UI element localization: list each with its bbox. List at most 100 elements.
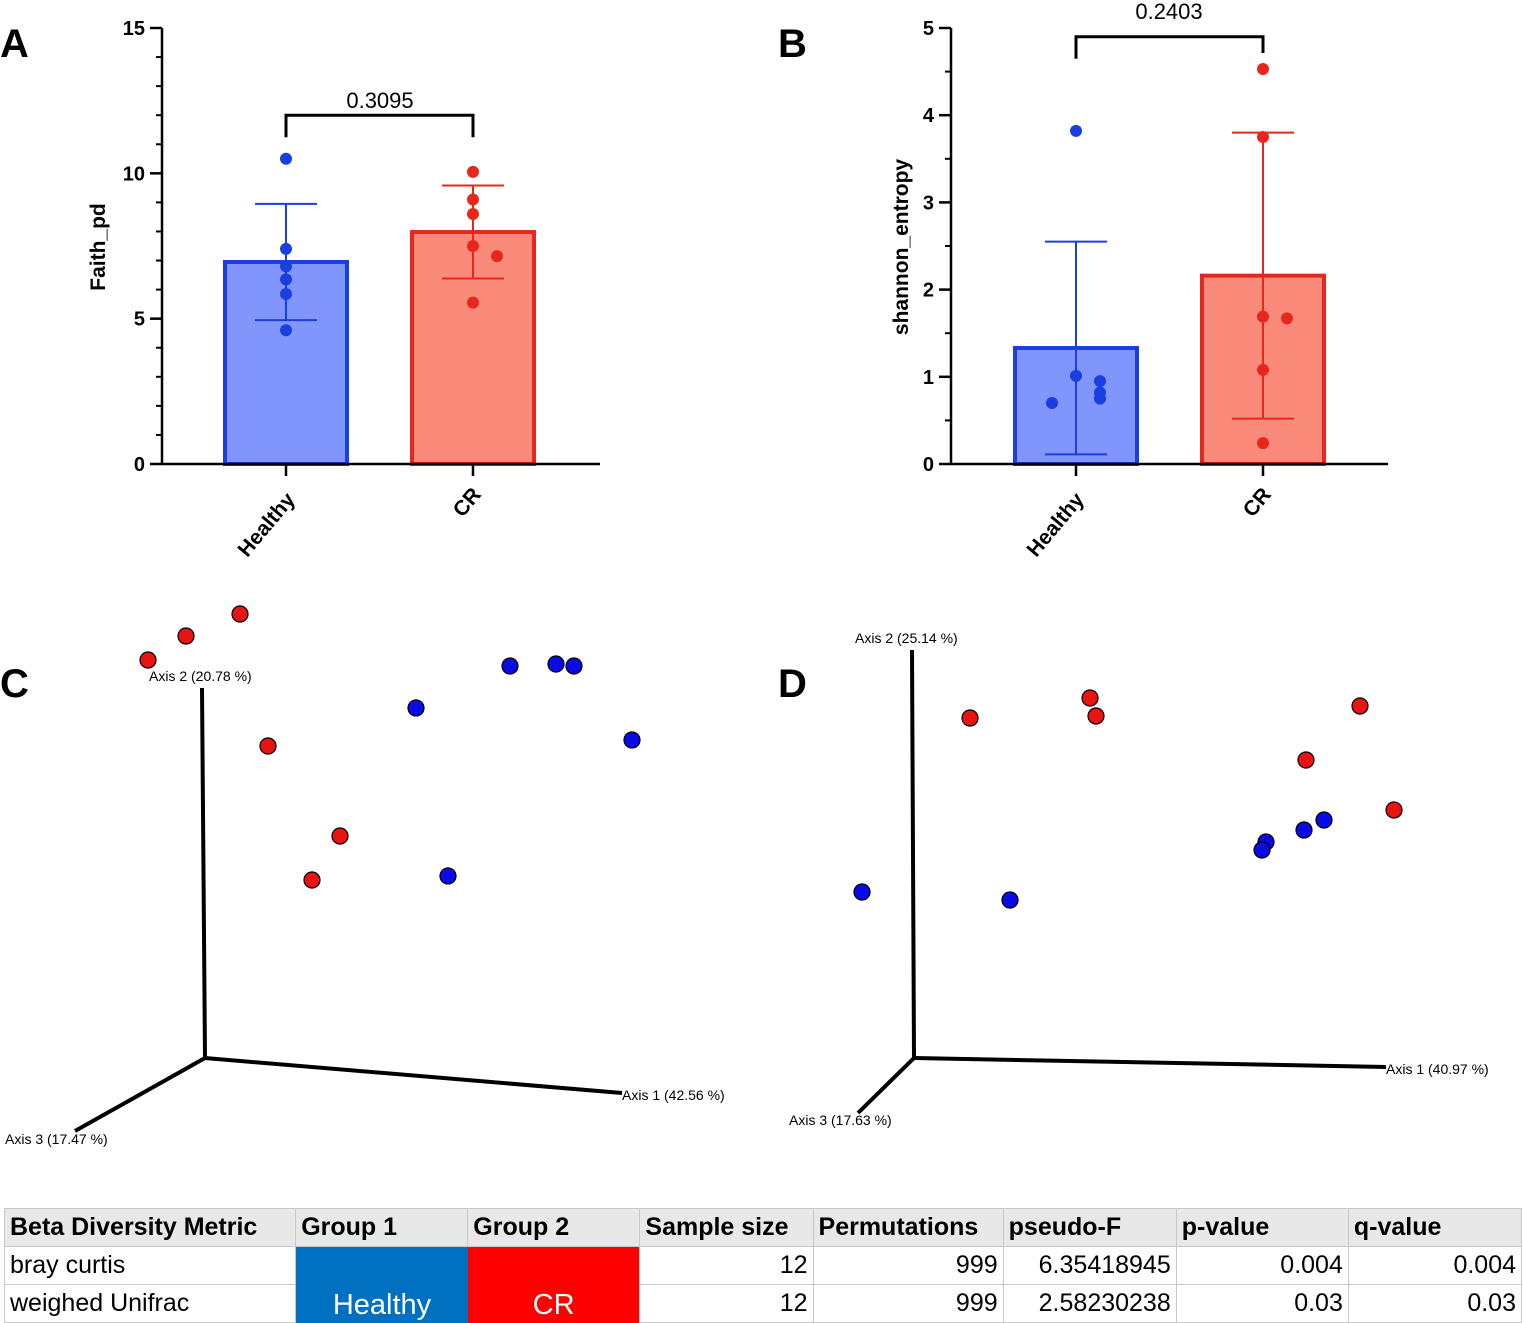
data-point-b-cr [1257,437,1269,450]
pcoa-point-d-healthy [1001,891,1019,909]
pcoa-c-axis-3-label: Axis 3 (17.47 %) [5,1131,108,1147]
pcoa-point-c-healthy [623,731,641,749]
y-tick-label-a: 5 [134,309,145,331]
pcoa-point-c-cr [303,871,321,889]
y-tick-label-a: 0 [134,454,145,476]
pcoa-d-axis-2-label: Axis 2 (25.14 %) [855,630,958,646]
y-axis-title-b: shannon_entropy [890,159,913,336]
cell-p-value: 0.03 [1175,1284,1349,1323]
cell-q-value: 0.03 [1347,1284,1523,1323]
y-axis-title-a: Faith_pd [87,203,110,291]
cell-metric: bray curtis [3,1246,297,1285]
data-point-a-cr [467,240,479,252]
pcoa-point-d-healthy [1253,841,1271,859]
pcoa-point-d-cr [1385,801,1403,819]
data-point-a-cr [467,208,479,221]
pcoa-d-axis-3-label: Axis 3 (17.63 %) [789,1112,892,1128]
data-point-b-cr [1257,62,1269,75]
data-point-a-healthy [280,260,292,273]
data-point-b-healthy [1094,392,1106,405]
panel-letter-d: D [778,662,807,706]
pcoa-d-axis-2-line [910,649,916,1059]
pcoa-point-c-cr [231,605,249,623]
header-q-value: q-value [1347,1208,1523,1247]
data-point-b-cr [1257,363,1269,376]
cell-sample-size: 12 [639,1246,814,1285]
pcoa-c-axis-1-line [204,1056,623,1095]
y-tick-label-b: 3 [923,192,934,214]
data-point-a-healthy [280,324,292,337]
data-point-b-healthy [1094,375,1106,388]
header-group-1: Group 1 [295,1208,469,1247]
header-group-2: Group 2 [467,1208,641,1247]
permanova-table: Beta Diversity Metric Group 1 Group 2 Sa… [3,1208,1523,1323]
category-label-b-healthy: Healthy [1022,488,1089,561]
cell-pseudo-f: 6.35418945 [1002,1246,1177,1285]
pcoa-point-c-healthy [547,655,565,673]
table-row: bray curtis Healthy CR 12 999 6.35418945… [3,1246,1523,1323]
panel-letter-c: C [0,662,29,706]
comparison-bracket-a [284,113,475,138]
comparison-bracket-b [1074,35,1265,59]
data-point-b-healthy [1070,124,1082,137]
pcoa-point-d-healthy [853,883,871,901]
pcoa-d-axis-1-label: Axis 1 (40.97 %) [1386,1061,1489,1077]
pcoa-c-axis-2-label: Axis 2 (20.78 %) [149,668,252,684]
cell-permutations: 999 [812,1284,1004,1323]
data-point-a-cr [467,296,479,309]
y-tick-label-b: 0 [923,454,934,476]
data-point-a-cr [467,165,479,178]
comparison-pvalue-b: 0.2403 [1135,0,1202,24]
cell-metric: weighed Unifrac [3,1284,297,1323]
panel-b: B 0 1 2 3 4 5 shannon_entropy Healthy CR 0.24… [778,0,1388,561]
data-point-a-cr [467,193,479,206]
pcoa-point-c-cr [177,627,195,645]
pcoa-point-c-healthy [501,657,519,675]
y-tick-label-a: 15 [123,18,145,40]
cell-p-value: 0.004 [1175,1246,1349,1285]
panel-c: C Axis 2 (20.78 %) Axis 1 (42.56 %) Axis… [0,605,725,1147]
data-point-a-healthy [280,287,292,300]
pcoa-point-d-cr [1297,751,1315,769]
panel-a: A 0 5 10 15 Faith_pd Healthy CR 0.3095 [0,18,600,561]
data-point-b-cr [1281,312,1293,325]
cell-pseudo-f: 2.58230238 [1002,1284,1177,1323]
y-tick-label-b: 4 [923,105,935,127]
y-tick-label-b: 2 [923,280,934,302]
pcoa-point-c-healthy [439,867,457,885]
data-point-a-cr [491,250,503,263]
data-point-a-healthy [280,273,292,286]
panel-letter-b: B [778,22,807,66]
header-pseudo-f: pseudo-F [1002,1208,1177,1247]
table-header-row: Beta Diversity Metric Group 1 Group 2 Sa… [3,1208,1523,1247]
pcoa-point-d-cr [961,709,979,727]
y-tick-label-a: 10 [123,163,145,185]
header-p-value: p-value [1175,1208,1349,1247]
header-permutations: Permutations [812,1208,1004,1247]
pcoa-point-c-cr [259,737,277,755]
header-sample-size: Sample size [639,1208,814,1247]
data-point-a-healthy [280,152,292,165]
cell-group-1: Healthy [295,1246,468,1323]
pcoa-point-c-healthy [565,657,583,675]
table-row: weighed Unifrac 12 999 2.58230238 0.03 0… [3,1284,1523,1323]
pcoa-c-axis-2-line [200,687,207,1059]
y-tick-label-b: 5 [923,18,934,40]
data-point-b-healthy [1046,396,1058,409]
category-label-a-cr: CR [449,483,486,521]
cell-sample-size: 12 [639,1284,814,1323]
pcoa-point-c-healthy [407,699,425,717]
pcoa-point-c-cr [139,651,157,669]
cell-q-value: 0.004 [1347,1246,1523,1285]
cell-permutations: 999 [812,1246,1004,1285]
data-point-b-cr [1257,310,1269,323]
data-point-b-healthy [1070,369,1082,382]
pcoa-d-axis-3-line [856,1056,916,1115]
panel-letter-a: A [0,22,29,66]
cell-group-2: CR [467,1246,640,1323]
pcoa-d-axis-1-line [913,1056,1387,1069]
pcoa-c-axis-1-label: Axis 1 (42.56 %) [622,1087,725,1103]
pcoa-point-d-cr [1351,697,1369,715]
pcoa-point-d-healthy [1315,811,1333,829]
